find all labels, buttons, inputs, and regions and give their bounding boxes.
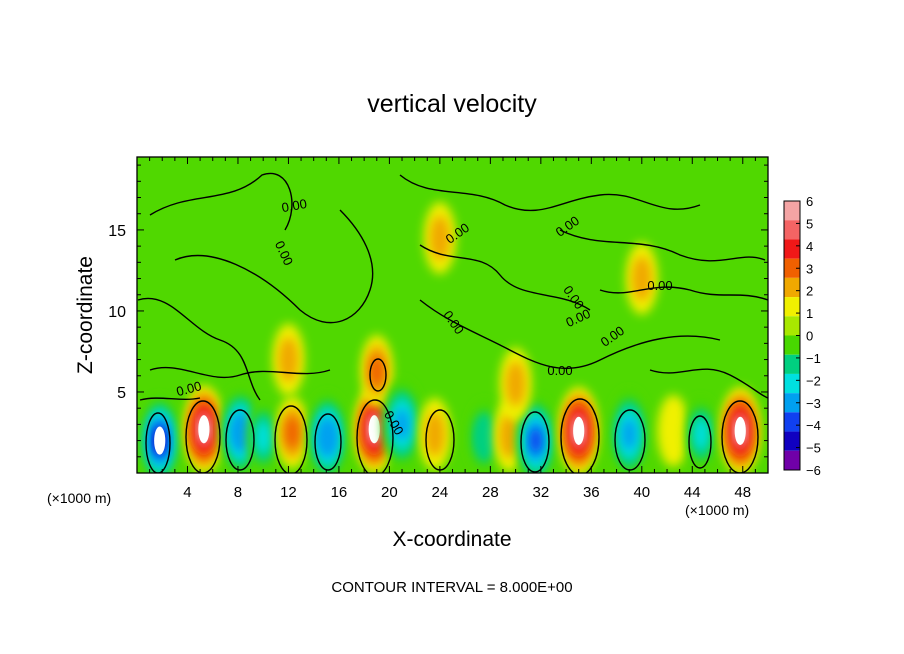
- colorbar-swatch: [784, 450, 800, 470]
- velocity-cell: [657, 394, 690, 467]
- contour-line: [419, 244, 591, 311]
- velocity-cell: [515, 396, 556, 473]
- velocity-cell: [499, 347, 532, 420]
- velocity-cell: [468, 401, 501, 473]
- contour-line: [399, 174, 701, 212]
- colorbar-tick-label: 4: [806, 239, 813, 254]
- colorbar-tick-label: 0: [806, 329, 813, 344]
- contour-line: [560, 398, 600, 473]
- colorbar-swatch: [784, 258, 800, 278]
- colorbar-swatch: [784, 335, 800, 355]
- contour-line: [225, 409, 255, 471]
- colorbar-swatch: [784, 373, 800, 394]
- x-tick-label: 20: [381, 484, 398, 501]
- x-tick-label: 28: [482, 484, 499, 501]
- colorbar-tick-label: −3: [806, 396, 821, 411]
- contour-label: 0.00: [647, 278, 672, 293]
- contour-lines: [137, 172, 768, 473]
- velocity-cell: [558, 386, 599, 473]
- x-unit-left: (×1000 m): [47, 490, 111, 506]
- colorbar-swatch: [784, 239, 800, 259]
- contour-label: 0.00: [547, 363, 572, 378]
- colorbar-tick-label: 6: [806, 194, 813, 209]
- colorbar-swatch: [784, 393, 800, 413]
- contour-line: [369, 358, 387, 392]
- x-tick-label: 16: [331, 484, 348, 501]
- contour-line: [274, 405, 308, 473]
- colorbar-tick-label: 3: [806, 261, 813, 276]
- velocity-cell: [418, 398, 451, 471]
- contour-line: [721, 400, 759, 473]
- colorbar-tick-label: −5: [806, 441, 821, 456]
- colorbar-swatch: [784, 297, 800, 317]
- x-axis-label: X-coordinate: [392, 528, 511, 551]
- contour-label: 0.00: [175, 378, 203, 399]
- colorbar-swatch: [784, 277, 800, 298]
- colorbar-tick-label: −2: [806, 373, 821, 388]
- velocity-cell: [307, 393, 348, 473]
- plot-area: [137, 157, 768, 473]
- contour-line: [149, 366, 331, 379]
- colorbar: 6 5 4 3 2 1 0 −1 −2 −3 −4 −5 −6: [783, 194, 821, 478]
- contour-line: [145, 412, 171, 473]
- colorbar-tick-label: −1: [806, 351, 821, 366]
- y-axis-label: Z-coordinate: [74, 256, 97, 374]
- colorbar-tick-label: −6: [806, 463, 821, 478]
- contour-line: [139, 397, 201, 401]
- colorbar-tick-label: 2: [806, 284, 813, 299]
- contour-line: [614, 409, 646, 471]
- colorbar-swatch: [784, 220, 800, 240]
- velocity-cell: [183, 385, 224, 473]
- contour-line: [137, 297, 261, 401]
- velocity-cell: [609, 390, 650, 473]
- chart-title: vertical velocity: [367, 90, 537, 118]
- colorbar-tick-label: 1: [806, 306, 813, 321]
- x-tick-label: 48: [734, 484, 751, 501]
- contour-line: [356, 399, 394, 473]
- frame-ticks: [136, 157, 769, 474]
- colorbar-swatch: [784, 201, 800, 221]
- velocity-cell: [382, 380, 423, 469]
- x-tick-label: 32: [532, 484, 549, 501]
- x-tick-label: 40: [633, 484, 650, 501]
- x-tick-label: 12: [280, 484, 297, 501]
- x-tick-label: 8: [234, 484, 242, 501]
- contour-line: [174, 209, 374, 324]
- y-tick-label: 15: [108, 223, 126, 240]
- colorbar-swatch: [784, 431, 800, 451]
- velocity-cell: [247, 401, 280, 473]
- colorbar-swatch: [784, 354, 800, 374]
- y-tick-label: 5: [117, 385, 126, 402]
- y-tick-label: 10: [108, 304, 126, 321]
- contour-interval-note: CONTOUR INTERVAL = 8.000E+00: [331, 579, 572, 596]
- contour-line: [559, 229, 766, 262]
- contour-line: [649, 368, 768, 399]
- velocity-cell: [720, 386, 761, 473]
- contour-line: [149, 172, 293, 231]
- colorbar-tick-label: −4: [806, 418, 821, 433]
- contour-line: [419, 299, 721, 370]
- x-unit-right: (×1000 m): [685, 502, 749, 518]
- velocity-cell: [276, 396, 309, 469]
- x-tick-label: 4: [183, 484, 191, 501]
- contour-label: 0.00: [280, 196, 308, 215]
- velocity-cell: [360, 334, 393, 407]
- x-tick-label: 24: [432, 484, 449, 501]
- colorbar-swatch: [784, 316, 800, 336]
- velocity-cell: [272, 323, 305, 396]
- x-tick-label: 36: [583, 484, 600, 501]
- x-tick-label: 44: [684, 484, 701, 501]
- contour-line: [185, 400, 221, 473]
- contour-line: [688, 415, 712, 469]
- contour-line: [520, 411, 550, 473]
- colorbar-tick-label: 5: [806, 216, 813, 231]
- contour-line: [314, 413, 342, 471]
- contour-line: [599, 286, 768, 301]
- colorbar-swatch: [784, 412, 800, 432]
